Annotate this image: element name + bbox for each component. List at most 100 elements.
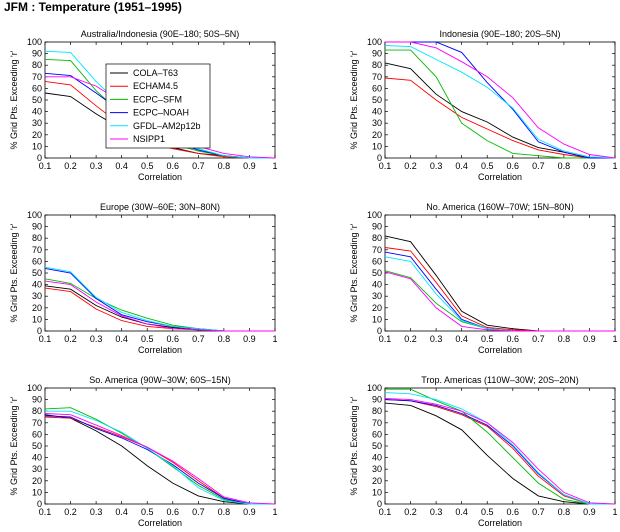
series-line-cola-t63 [44, 414, 275, 505]
x-tick-label: 0.7 [192, 161, 205, 171]
x-tick-label: 0.1 [39, 161, 52, 171]
y-axis-label: % Grid Pts. Exceeding 'r' [349, 223, 359, 322]
x-tick-label: 0.5 [141, 161, 154, 171]
plot-frame [44, 387, 276, 505]
y-tick-label: 100 [367, 37, 382, 47]
y-tick-label: 70 [32, 72, 42, 82]
y-tick-label: 20 [372, 303, 382, 313]
legend-label: ECHAM4.5 [133, 81, 178, 91]
y-tick-label: 90 [32, 395, 42, 405]
y-tick-label: 90 [32, 49, 42, 59]
y-tick-label: 70 [32, 418, 42, 428]
y-tick-label: 100 [27, 383, 42, 393]
plot-frame [44, 214, 276, 332]
series-line-cola-t63 [384, 402, 615, 505]
x-tick-label: 0.6 [167, 161, 180, 171]
y-tick-label: 20 [32, 303, 42, 313]
series-line-ecpc-noah [385, 41, 615, 159]
y-tick-label: 10 [372, 487, 382, 497]
x-tick-label: 0.4 [455, 334, 468, 344]
x-tick-label: 0.4 [115, 161, 128, 171]
y-tick-label: 30 [32, 118, 42, 128]
y-tick-label: 20 [372, 476, 382, 486]
y-tick-label: 80 [372, 60, 382, 70]
panel-title: Trop. Americas (110W–30W; 20S–20N) [421, 375, 578, 385]
x-tick-label: 1 [272, 507, 277, 517]
y-tick-label: 90 [372, 395, 382, 405]
x-tick-label: 0.1 [379, 334, 392, 344]
x-tick-label: 0.9 [583, 161, 596, 171]
y-tick-label: 60 [32, 256, 42, 266]
x-tick-label: 0.6 [507, 161, 520, 171]
x-tick-label: 0.3 [90, 334, 103, 344]
x-tick-label: 0.8 [218, 161, 231, 171]
plot-frame [384, 387, 616, 505]
series-line-nsipp1 [384, 397, 616, 505]
y-tick-label: 10 [32, 487, 42, 497]
x-tick-label: 0.1 [39, 334, 52, 344]
y-tick-label: 60 [32, 429, 42, 439]
x-tick-label: 0.5 [481, 507, 494, 517]
y-tick-label: 0 [37, 153, 42, 163]
y-tick-label: 30 [32, 291, 42, 301]
y-tick-label: 20 [32, 476, 42, 486]
y-tick-label: 40 [372, 107, 382, 117]
y-tick-label: 80 [372, 233, 382, 243]
series-line-gfdl-am2p12b [384, 45, 616, 159]
series-line-gfdl-am2p12b [45, 410, 275, 505]
y-tick-label: 90 [32, 222, 42, 232]
y-tick-label: 50 [32, 441, 42, 451]
x-axis-label: Correlation [138, 345, 182, 355]
panel-title: So. America (90W–30W; 60S–15N) [89, 375, 230, 385]
x-tick-label: 0.3 [90, 161, 103, 171]
y-tick-label: 60 [32, 83, 42, 93]
x-tick-label: 0.1 [379, 507, 392, 517]
y-tick-label: 100 [367, 383, 382, 393]
x-tick-label: 1 [612, 507, 617, 517]
x-tick-label: 0.8 [218, 507, 231, 517]
series-line-echam4-5 [384, 77, 615, 159]
y-tick-label: 100 [367, 210, 382, 220]
y-tick-label: 0 [377, 153, 382, 163]
x-tick-label: 0.4 [455, 507, 468, 517]
y-tick-label: 70 [32, 245, 42, 255]
y-axis-label: % Grid Pts. Exceeding 'r' [349, 50, 359, 149]
x-tick-label: 0.2 [64, 507, 77, 517]
y-tick-label: 70 [372, 245, 382, 255]
x-tick-label: 0.2 [64, 334, 77, 344]
y-tick-label: 50 [372, 268, 382, 278]
y-tick-label: 40 [372, 453, 382, 463]
y-tick-label: 40 [32, 107, 42, 117]
x-tick-label: 0.6 [167, 507, 180, 517]
y-tick-label: 50 [372, 441, 382, 451]
y-tick-label: 60 [372, 256, 382, 266]
y-tick-label: 10 [372, 314, 382, 324]
y-tick-label: 10 [32, 141, 42, 151]
x-tick-label: 0.7 [532, 161, 545, 171]
x-axis-label: Correlation [478, 518, 522, 528]
y-tick-label: 50 [32, 268, 42, 278]
legend-label: COLA–T63 [133, 68, 178, 78]
y-tick-label: 40 [32, 453, 42, 463]
y-axis-label: % Grid Pts. Exceeding 'r' [9, 396, 19, 495]
x-tick-label: 1 [612, 161, 617, 171]
series-line-ecpc-sfm [44, 407, 275, 505]
panel-title: Europe (30W–60E; 30N–80N) [100, 202, 220, 212]
x-tick-label: 0.9 [583, 507, 596, 517]
x-tick-label: 0.5 [141, 334, 154, 344]
x-tick-label: 0.8 [558, 161, 571, 171]
x-tick-label: 0.3 [430, 161, 443, 171]
y-tick-label: 80 [32, 60, 42, 70]
legend: COLA–T63 ECHAM4.5 ECPC–SFM ECPC–NOAH GFDL–AM… [105, 63, 211, 149]
y-tick-label: 80 [32, 406, 42, 416]
x-tick-label: 0.2 [404, 334, 417, 344]
y-tick-label: 0 [377, 326, 382, 336]
x-tick-label: 0.7 [192, 334, 205, 344]
legend-label: GFDL–AM2p12b [133, 121, 201, 131]
y-tick-label: 30 [372, 291, 382, 301]
y-tick-label: 60 [372, 83, 382, 93]
y-tick-label: 60 [372, 429, 382, 439]
